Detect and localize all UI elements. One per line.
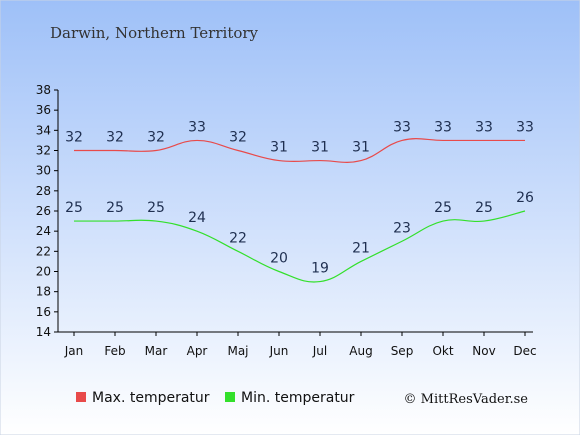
data-label: 32 <box>65 130 83 146</box>
data-label: 22 <box>229 230 247 246</box>
x-tick-label: Dec <box>513 344 536 358</box>
data-label: 33 <box>188 119 206 135</box>
y-tick-label: 28 <box>36 184 51 198</box>
data-label: 33 <box>393 119 411 135</box>
y-tick-label: 20 <box>36 265 51 279</box>
y-tick-label: 24 <box>36 224 51 238</box>
data-label: 19 <box>311 261 329 277</box>
x-tick-label: Mar <box>145 344 168 358</box>
y-tick-label: 36 <box>36 103 51 117</box>
series-line-1 <box>74 210 526 283</box>
data-label: 25 <box>475 200 493 216</box>
data-label: 32 <box>106 130 124 146</box>
legend-swatch <box>76 392 86 402</box>
y-tick-label: 30 <box>36 164 51 178</box>
data-label: 32 <box>147 130 165 146</box>
y-tick-label: 16 <box>36 305 51 319</box>
legend-label: Min. temperatur <box>241 390 355 406</box>
x-tick-label: Jan <box>64 344 84 358</box>
data-label: 26 <box>516 190 534 206</box>
x-tick-label: Aug <box>349 344 372 358</box>
data-label: 31 <box>270 140 288 156</box>
data-label: 25 <box>147 200 165 216</box>
x-tick-label: Sep <box>391 344 414 358</box>
data-label: 31 <box>311 140 329 156</box>
y-tick-label: 18 <box>36 285 51 299</box>
data-label: 31 <box>352 140 370 156</box>
x-tick-label: Apr <box>187 344 208 358</box>
x-tick-label: Nov <box>472 344 495 358</box>
y-tick-label: 14 <box>36 325 51 339</box>
data-label: 21 <box>352 240 370 256</box>
data-label: 32 <box>229 130 247 146</box>
data-label: 33 <box>475 119 493 135</box>
axes: 14 16 18 20 22 24 26 28 30 32 34 36 38 Jan Feb Mar Apr Ma… <box>36 83 537 358</box>
series-line-0 <box>73 138 525 163</box>
credit-text: © MittResVader.se <box>404 392 529 407</box>
data-label: 33 <box>434 119 452 135</box>
y-tick-label: 38 <box>36 83 51 97</box>
x-tick-label: Jul <box>312 344 327 358</box>
data-label: 24 <box>188 210 206 226</box>
x-tick-label: Maj <box>227 344 248 358</box>
y-tick-label: 22 <box>36 244 51 258</box>
data-label: 20 <box>270 251 288 267</box>
legend: Max. temperatur Min. temperatur <box>76 390 355 406</box>
x-tick-label: Jun <box>269 344 289 358</box>
data-label: 23 <box>393 220 411 236</box>
data-label: 25 <box>106 200 124 216</box>
legend-swatch <box>225 392 235 402</box>
y-tick-label: 26 <box>36 204 51 218</box>
y-tick-label: 34 <box>36 123 51 137</box>
chart-title: Darwin, Northern Territory <box>50 24 259 42</box>
series-layer: 32 32 32 33 32 31 31 31 33 33 33 33 25 25 25 24 22 20 19 21… <box>65 119 534 283</box>
y-tick-label: 32 <box>36 144 51 158</box>
data-label: 33 <box>516 119 534 135</box>
data-label: 25 <box>434 200 452 216</box>
data-label: 25 <box>65 200 83 216</box>
x-tick-label: Feb <box>104 344 125 358</box>
x-tick-label: Okt <box>432 344 453 358</box>
legend-label: Max. temperatur <box>92 390 210 406</box>
